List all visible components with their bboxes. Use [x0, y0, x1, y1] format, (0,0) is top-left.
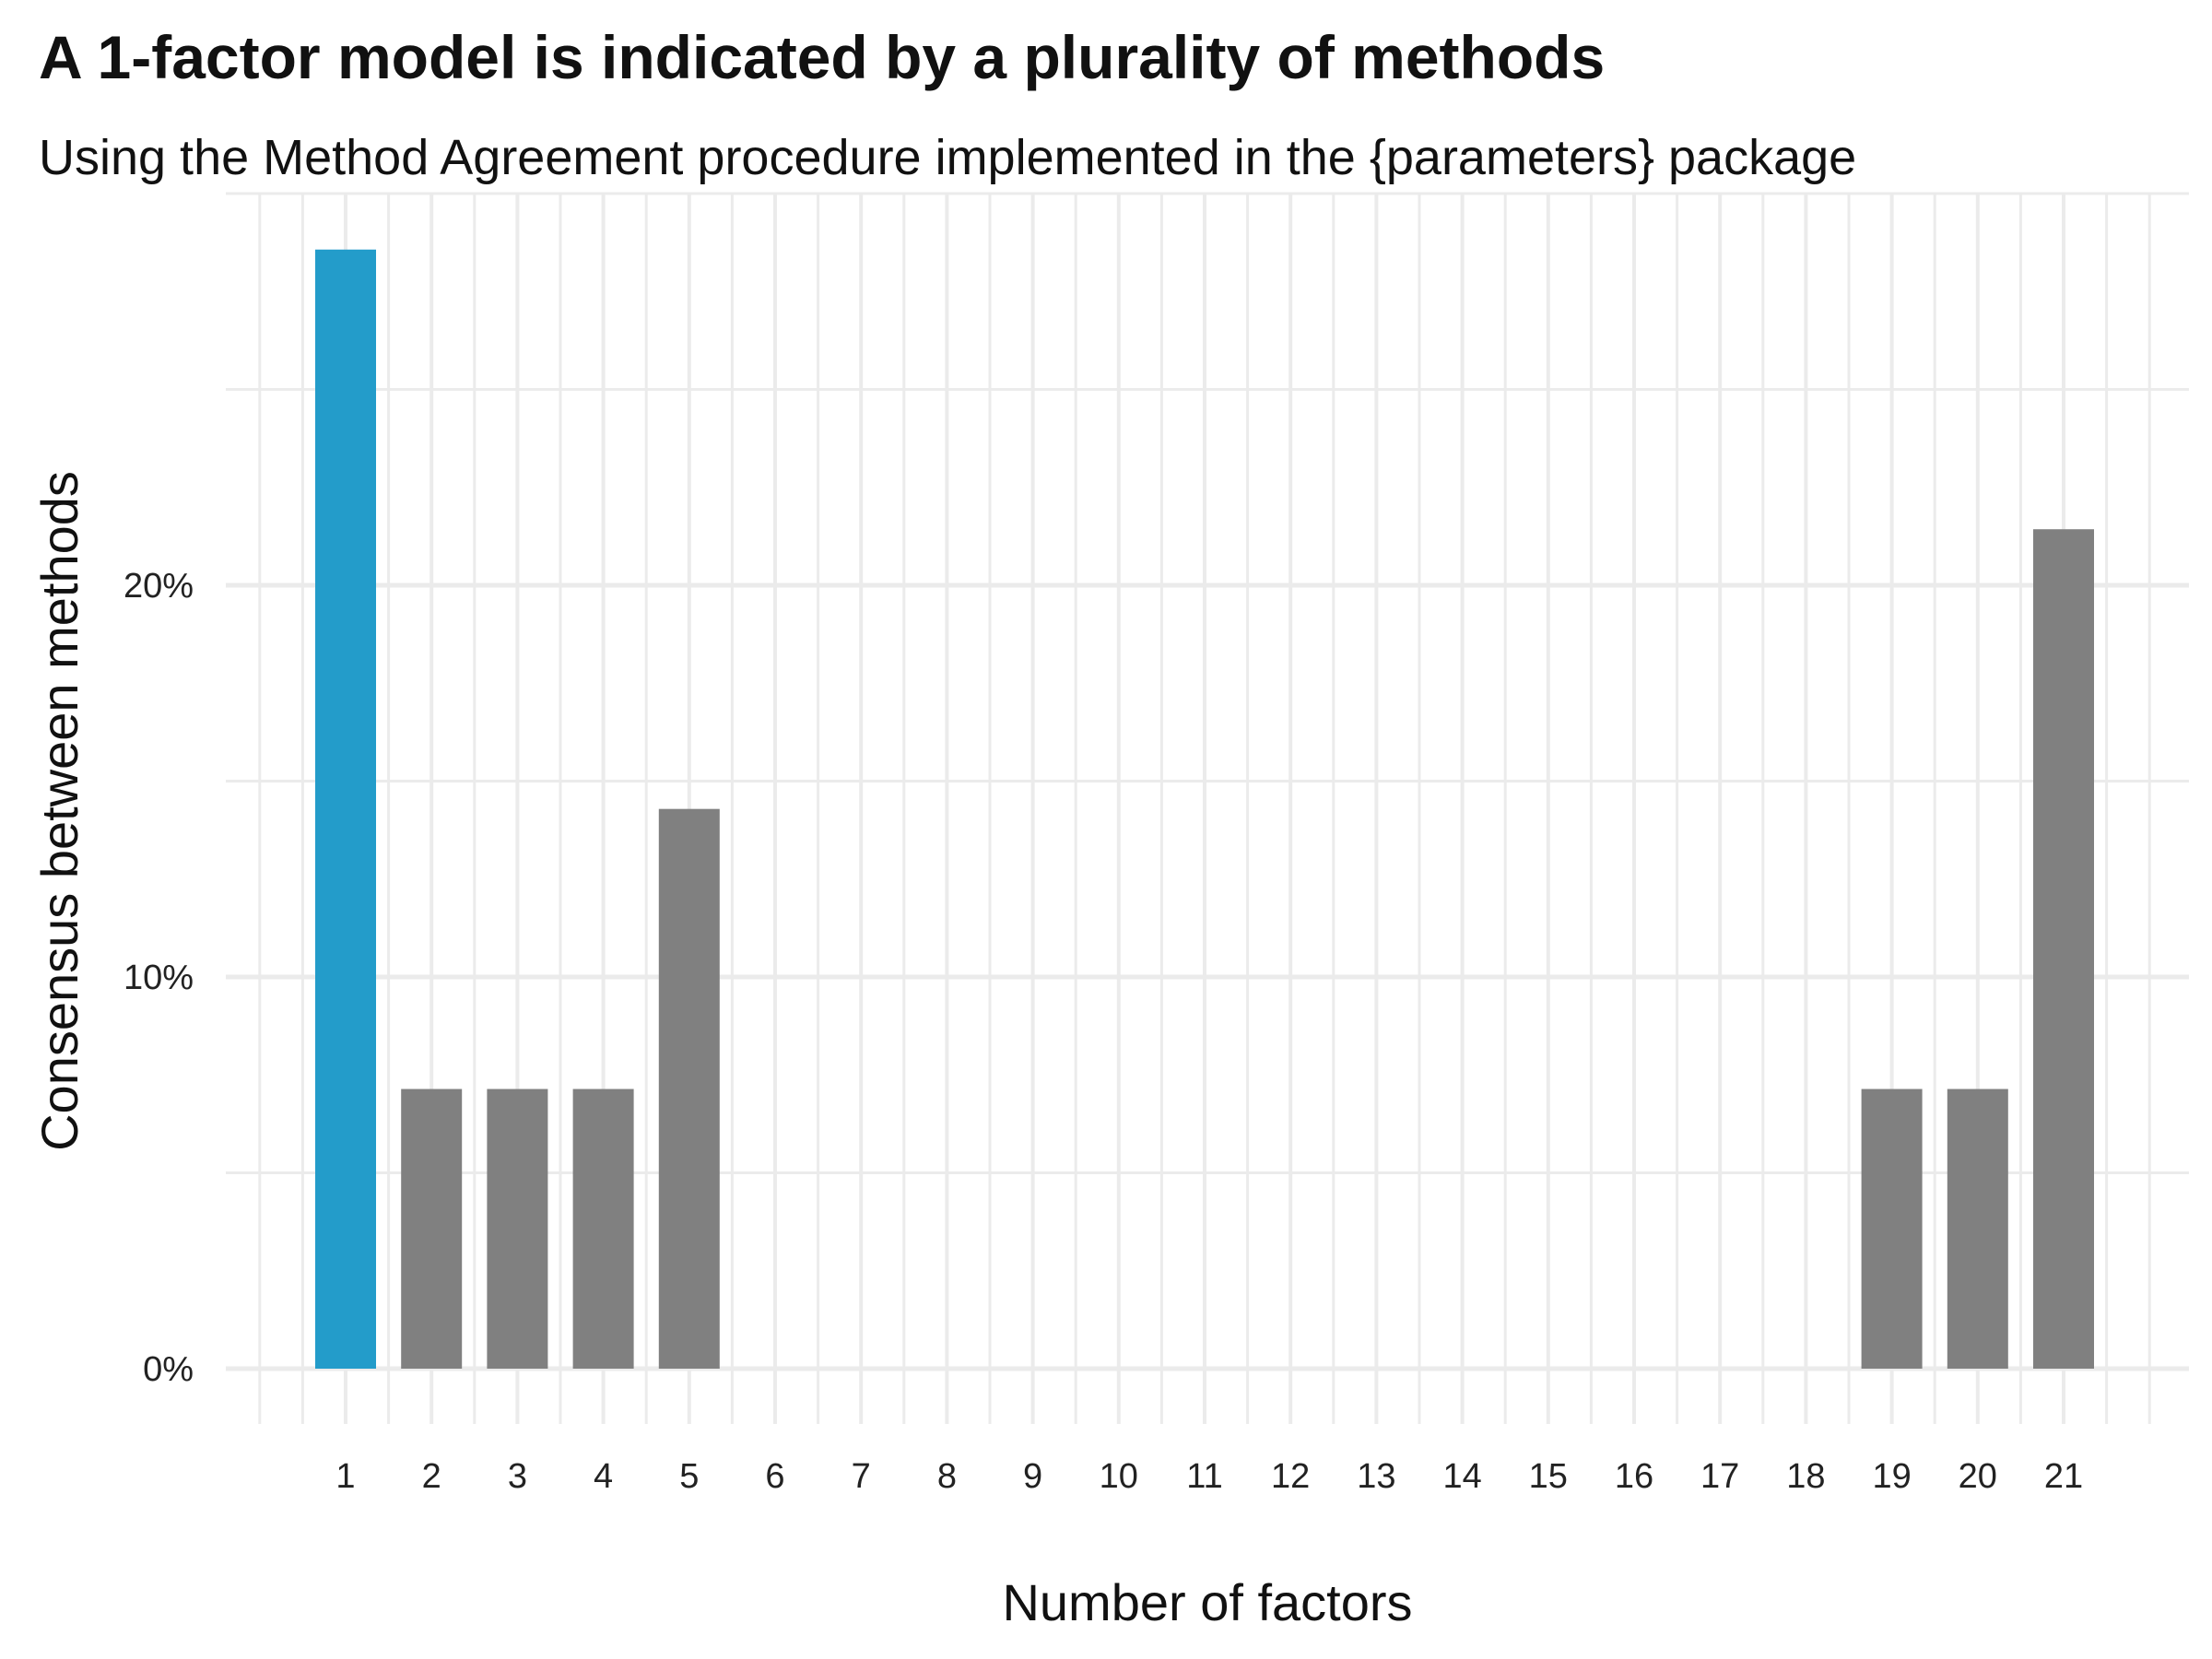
x-tick-label: 2 — [422, 1457, 441, 1496]
y-tick-label: 0% — [143, 1350, 194, 1389]
x-tick-label: 13 — [1357, 1457, 1395, 1496]
x-tick-label: 3 — [508, 1457, 527, 1496]
x-tick-label: 8 — [937, 1457, 957, 1496]
x-tick-label: 5 — [679, 1457, 699, 1496]
x-tick-label: 14 — [1442, 1457, 1481, 1496]
x-tick-label: 9 — [1023, 1457, 1042, 1496]
bar-5 — [658, 808, 720, 1369]
bar-3 — [487, 1088, 548, 1369]
y-tick-label: 10% — [124, 959, 194, 997]
x-tick-label: 10 — [1100, 1457, 1138, 1496]
chart-title: A 1-factor model is indicated by a plura… — [39, 23, 1606, 91]
x-tick-label: 17 — [1700, 1457, 1739, 1496]
bar-4 — [572, 1088, 634, 1369]
bar-21 — [2033, 529, 2094, 1369]
x-tick-label: 18 — [1786, 1457, 1825, 1496]
x-tick-label: 11 — [1186, 1457, 1222, 1496]
x-tick-label: 12 — [1271, 1457, 1310, 1496]
x-tick-label: 21 — [2044, 1457, 2083, 1496]
bars — [315, 249, 2094, 1369]
x-tick-label: 16 — [1615, 1457, 1653, 1496]
x-tick-label: 7 — [852, 1457, 871, 1496]
x-axis-title: Number of factors — [1002, 1573, 1412, 1631]
y-tick-label: 20% — [124, 567, 194, 606]
x-axis-ticks: 1 2 3 4 5 6 7 8 9 10 11 12 13 14 15 16 17 18 19 20 21 — [335, 1457, 2083, 1496]
bar-2 — [401, 1088, 463, 1369]
x-tick-label: 4 — [594, 1457, 613, 1496]
y-axis-ticks: 0% 10% 20% — [124, 567, 194, 1389]
bar-1 — [315, 249, 376, 1369]
x-tick-label: 1 — [335, 1457, 355, 1496]
y-axis-title: Consensus between methods — [30, 471, 88, 1151]
x-tick-label: 20 — [1959, 1457, 1997, 1496]
x-tick-label: 19 — [1872, 1457, 1911, 1496]
x-tick-label: 6 — [765, 1457, 784, 1496]
bar-20 — [1947, 1088, 2008, 1369]
x-tick-label: 15 — [1529, 1457, 1568, 1496]
bar-19 — [1861, 1088, 1923, 1369]
chart-subtitle: Using the Method Agreement procedure imp… — [39, 130, 1857, 185]
